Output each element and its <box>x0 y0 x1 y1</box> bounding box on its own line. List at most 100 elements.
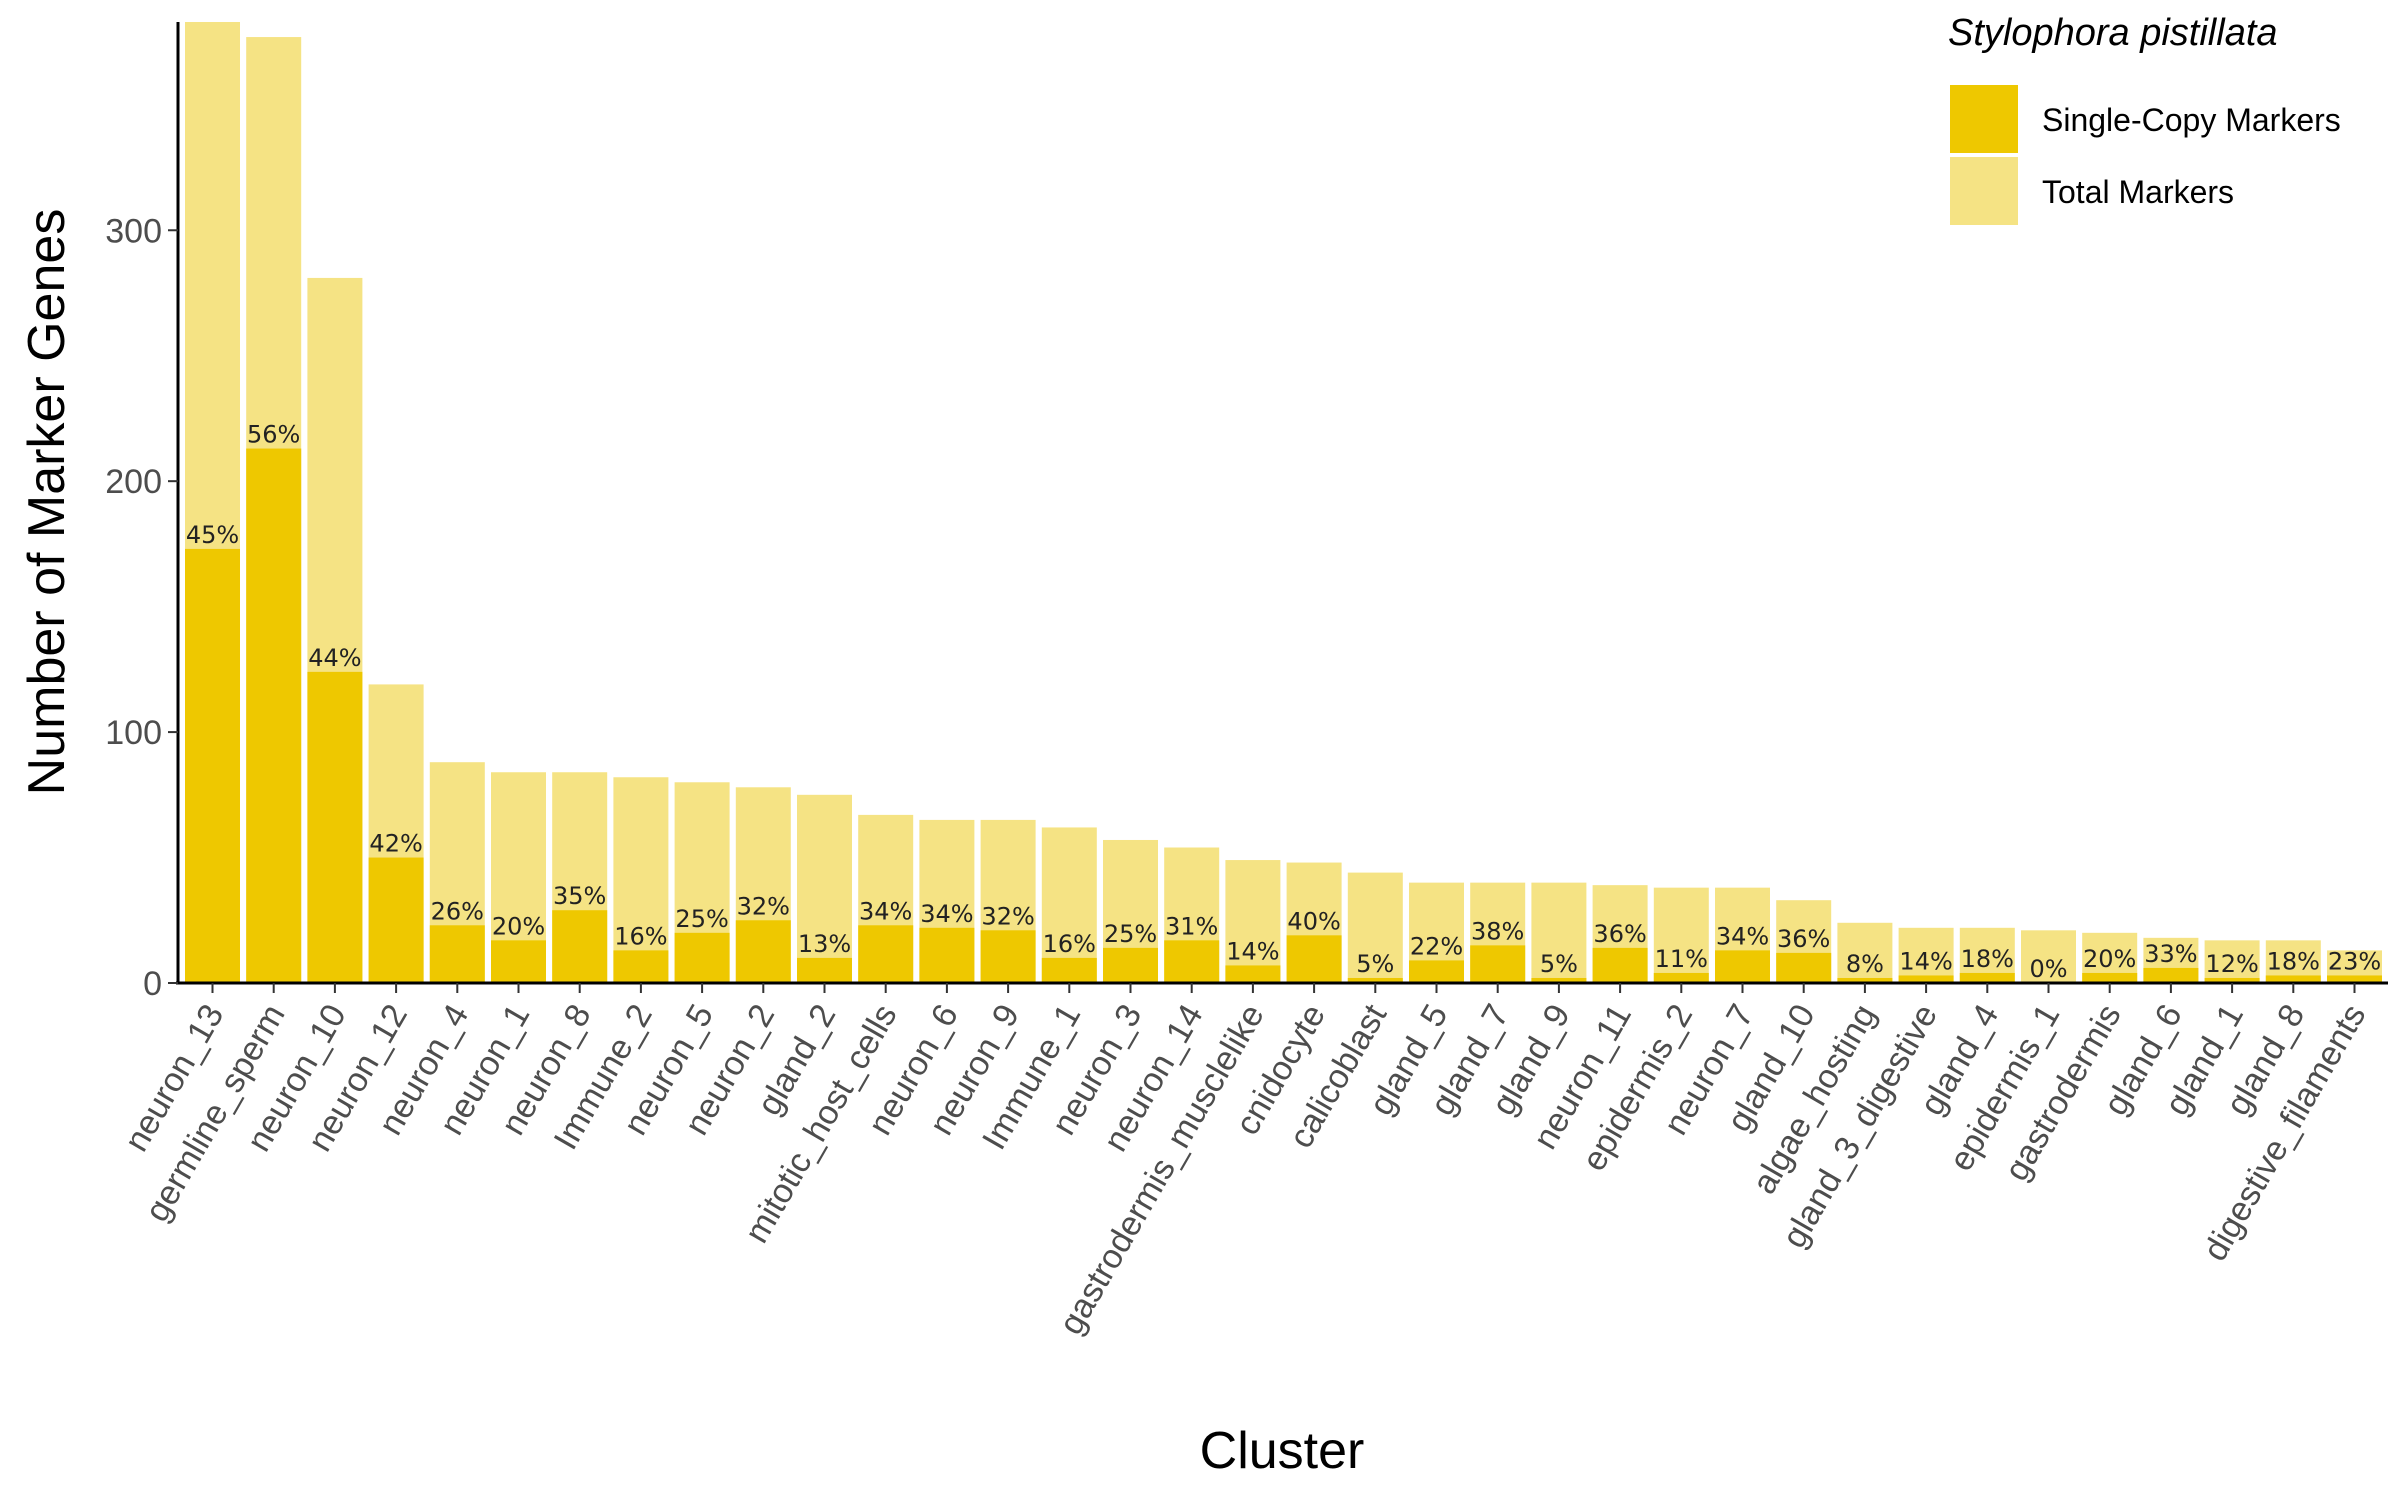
bar-single-copy-gland_8 <box>2265 975 2321 983</box>
bar-total-gastrodermis_musclelike <box>1225 860 1281 983</box>
pct-label-cnidocyte: 40% <box>1287 907 1340 935</box>
bar-single-copy-gland_4 <box>1959 972 2015 983</box>
pct-label-gland_7: 38% <box>1471 917 1524 945</box>
bar-single-copy-neuron_4 <box>429 925 485 983</box>
bar-total-gland_2 <box>797 794 852 983</box>
y-axis-ticks: 0 100 200 300 <box>105 212 178 1003</box>
bar-total-gland_3_digestive <box>1898 927 1954 983</box>
pct-label-gland_6: 33% <box>2144 940 2197 968</box>
bar-single-copy-neuron_6 <box>919 927 975 983</box>
bar-single-copy-gastrodermis_musclelike <box>1225 965 1281 983</box>
x-axis-ticks <box>211 983 2356 993</box>
bar-single-copy-calicoblast <box>1347 977 1403 983</box>
single-copy-bars <box>185 448 2382 983</box>
bar-single-copy-neuron_1 <box>491 940 546 983</box>
x-axis-tick-labels: neuron_13germline_spermneuron_10neuron_1… <box>117 998 2373 1341</box>
y-tick-label-200: 200 <box>105 463 162 501</box>
percentage-labels: 45% 56% 44% 42% 26% 20% 35% 16% 25% 32% 13% 34% 34% 3… <box>186 421 2381 983</box>
bar-single-copy-neuron_12 <box>368 857 424 983</box>
pct-label-gland_3_digestive: 14% <box>1899 947 1952 975</box>
y-tick-label-300: 300 <box>105 212 162 250</box>
bar-single-copy-Immune_1 <box>1041 957 1097 983</box>
pct-label-neuron_1: 20% <box>492 912 545 940</box>
legend-label-total: Total Markers <box>2042 174 2234 210</box>
bar-total-algae_hosting <box>1837 922 1893 983</box>
pct-label-neuron_7: 34% <box>1716 922 1769 950</box>
bar-single-copy-neuron_9 <box>980 930 1036 983</box>
pct-label-Immune_1: 16% <box>1043 930 1096 958</box>
bar-single-copy-gastrodermis <box>2082 972 2138 983</box>
pct-label-neuron_8: 35% <box>553 882 606 910</box>
pct-label-gland_5: 22% <box>1410 932 1463 960</box>
pct-label-neuron_6: 34% <box>920 900 973 928</box>
bar-single-copy-gland_6 <box>2143 967 2199 983</box>
total-bars <box>185 22 2382 984</box>
bar-single-copy-gland_5 <box>1409 960 1464 983</box>
bar-single-copy-gland_1 <box>2204 977 2260 983</box>
pct-label-neuron_9: 32% <box>981 902 1034 930</box>
legend-swatch-single-copy <box>1950 85 2018 153</box>
bar-single-copy-algae_hosting <box>1837 977 1893 983</box>
pct-label-neuron_4: 26% <box>431 897 484 925</box>
pct-label-gastrodermis: 20% <box>2083 945 2136 973</box>
bar-single-copy-epidermis_2 <box>1653 972 1709 983</box>
bar-single-copy-neuron_5 <box>674 932 730 983</box>
pct-label-neuron_10: 44% <box>308 644 361 672</box>
pct-label-epidermis_2: 11% <box>1655 945 1708 973</box>
pct-label-neuron_12: 42% <box>369 830 422 858</box>
pct-label-epidermis_1: 0% <box>2029 955 2067 983</box>
pct-label-gland_9: 5% <box>1540 950 1578 978</box>
pct-label-neuron_3: 25% <box>1104 920 1157 948</box>
bar-total-calicoblast <box>1347 872 1403 983</box>
bar-single-copy-Immune_2 <box>613 950 669 983</box>
bar-single-copy-gland_2 <box>797 957 852 983</box>
bar-total-epidermis_2 <box>1653 887 1709 983</box>
bar-single-copy-neuron_3 <box>1103 947 1158 983</box>
bar-single-copy-germline_sperm <box>246 448 302 983</box>
legend-label-single-copy: Single-Copy Markers <box>2042 102 2341 138</box>
bar-total-Immune_1 <box>1041 827 1097 983</box>
pct-label-germline_sperm: 56% <box>247 421 300 449</box>
pct-label-algae_hosting: 8% <box>1846 950 1884 978</box>
bar-single-copy-gland_10 <box>1776 952 1832 983</box>
pct-label-calicoblast: 5% <box>1356 950 1394 978</box>
pct-label-neuron_14: 31% <box>1165 912 1218 940</box>
pct-label-gland_2: 13% <box>798 930 851 958</box>
pct-label-gland_10: 36% <box>1777 925 1830 953</box>
pct-label-gland_8: 18% <box>2267 947 2320 975</box>
legend-swatch-total <box>1950 157 2018 225</box>
bar-single-copy-neuron_7 <box>1715 950 1770 983</box>
legend-title: Stylophora pistillata <box>1948 12 2278 54</box>
pct-label-neuron_5: 25% <box>675 905 728 933</box>
pct-label-neuron_13: 45% <box>186 521 239 549</box>
bar-single-copy-neuron_8 <box>552 910 608 983</box>
bar-single-copy-gland_7 <box>1470 945 1526 983</box>
pct-label-digestive_filaments: 23% <box>2328 947 2381 975</box>
y-tick-label-100: 100 <box>105 714 162 752</box>
pct-label-mitotic_host_cells: 34% <box>859 897 912 925</box>
x-axis-title: Cluster <box>1200 1422 1365 1480</box>
bar-single-copy-digestive_filaments <box>2327 975 2382 983</box>
pct-label-gland_1: 12% <box>2205 950 2258 978</box>
bar-single-copy-gland_9 <box>1531 977 1587 983</box>
pct-label-gastrodermis_musclelike: 14% <box>1226 937 1279 965</box>
bar-total-gland_1 <box>2204 940 2260 983</box>
bar-single-copy-cnidocyte <box>1286 935 1342 983</box>
legend: Stylophora pistillata Single-Copy Marker… <box>1948 12 2341 225</box>
bar-single-copy-neuron_2 <box>735 920 791 983</box>
pct-label-gland_4: 18% <box>1961 945 2014 973</box>
bar-total-gland_9 <box>1531 882 1587 983</box>
pct-label-Immune_2: 16% <box>614 922 667 950</box>
bar-single-copy-neuron_13 <box>185 548 240 983</box>
bar-single-copy-neuron_11 <box>1592 947 1648 983</box>
y-axis-title: Number of Marker Genes <box>18 209 76 796</box>
pct-label-neuron_2: 32% <box>737 892 790 920</box>
bar-single-copy-neuron_10 <box>307 671 363 983</box>
bar-total-Immune_2 <box>613 777 669 983</box>
pct-label-neuron_11: 36% <box>1593 920 1646 948</box>
bar-single-copy-neuron_14 <box>1164 940 1220 983</box>
bar-total-epidermis_1 <box>2021 930 2076 983</box>
bar-single-copy-mitotic_host_cells <box>858 925 914 983</box>
y-tick-label-0: 0 <box>143 965 162 1003</box>
